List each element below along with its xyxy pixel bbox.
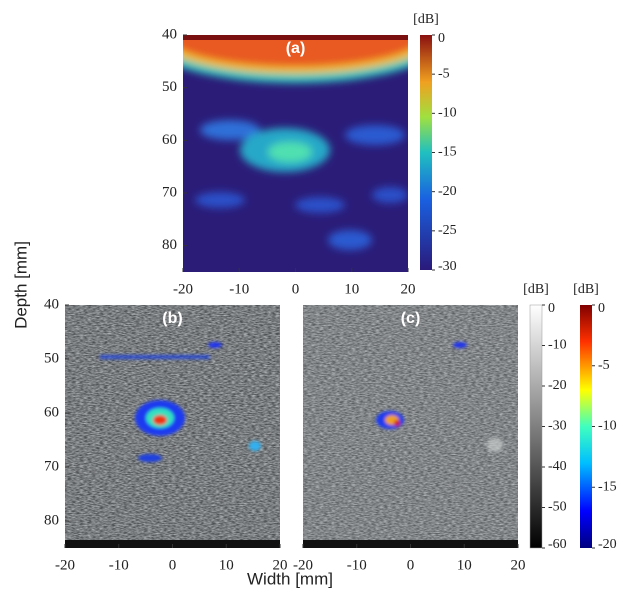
colorbar-tick-label: -10 <box>598 419 617 434</box>
colorbar-tick-label: -20 <box>598 537 617 552</box>
panel-label: (b) <box>162 310 182 327</box>
image-c <box>303 305 518 548</box>
colorbar-tick-label: 0 <box>598 301 605 316</box>
x-tick-label: 0 <box>169 557 177 573</box>
colorbar-tick-label: -30 <box>438 259 457 274</box>
x-tick-label: -10 <box>229 281 249 297</box>
y-tick-label: 80 <box>162 237 177 253</box>
x-tick-label: -20 <box>55 557 75 573</box>
x-tick-label: 10 <box>457 557 472 573</box>
x-tick-label: 20 <box>401 281 416 297</box>
x-tick-label: -10 <box>347 557 367 573</box>
colorbar-tick-label: -60 <box>548 537 567 552</box>
x-tick-label: 10 <box>344 281 359 297</box>
colorbar-tick-label: 0 <box>438 31 445 46</box>
colorbar-tick-label: -40 <box>548 459 567 474</box>
x-tick-label: 0 <box>407 557 415 573</box>
y-tick-label: 40 <box>44 296 59 312</box>
y-tick-label: 40 <box>162 26 177 42</box>
image-b <box>65 305 280 548</box>
colorbar-tick-label: -15 <box>598 479 617 494</box>
panel-label: (c) <box>401 310 421 327</box>
y-axis-label: Depth [mm] <box>11 241 30 329</box>
y-tick-label: 70 <box>44 458 59 474</box>
y-tick-label: 80 <box>44 512 59 528</box>
panel-label: (a) <box>286 40 306 57</box>
y-tick-label: 50 <box>44 350 59 366</box>
x-tick-label: 0 <box>292 281 300 297</box>
colorbar-tick-label: -10 <box>548 338 567 353</box>
colorbar-tick-label: -5 <box>438 66 450 81</box>
colorbar-a <box>420 35 432 270</box>
x-tick-label: 20 <box>511 557 526 573</box>
colorbar-tick-label: 0 <box>548 301 555 316</box>
colorbar-tick-label: -15 <box>438 145 457 160</box>
colorbar-jet <box>580 305 592 548</box>
colorbar-tick-label: -20 <box>548 378 567 393</box>
y-tick-label: 50 <box>162 79 177 95</box>
y-tick-label: 70 <box>162 184 177 200</box>
x-tick-label: -20 <box>293 557 313 573</box>
x-tick-label: 10 <box>219 557 234 573</box>
colorbar-tick-label: -50 <box>548 500 567 515</box>
colorbar-tick-label: -25 <box>438 223 457 238</box>
colorbar-gray <box>529 304 543 549</box>
colorbar-tick-label: -20 <box>438 184 457 199</box>
y-tick-label: 60 <box>44 404 59 420</box>
image-a <box>183 35 408 272</box>
colorbar-unit: [dB] <box>413 12 439 27</box>
x-tick-label: -10 <box>109 557 129 573</box>
x-axis-label: Width [mm] <box>247 569 333 588</box>
colorbar-tick-label: -5 <box>598 358 610 373</box>
colorbar-tick-label: -10 <box>438 106 457 121</box>
colorbar-unit: [dB] <box>523 282 549 297</box>
colorbar-tick-label: -30 <box>548 419 567 434</box>
x-tick-label: 20 <box>273 557 288 573</box>
y-tick-label: 60 <box>162 132 177 148</box>
x-tick-label: -20 <box>173 281 193 297</box>
colorbar-unit: [dB] <box>573 282 599 297</box>
